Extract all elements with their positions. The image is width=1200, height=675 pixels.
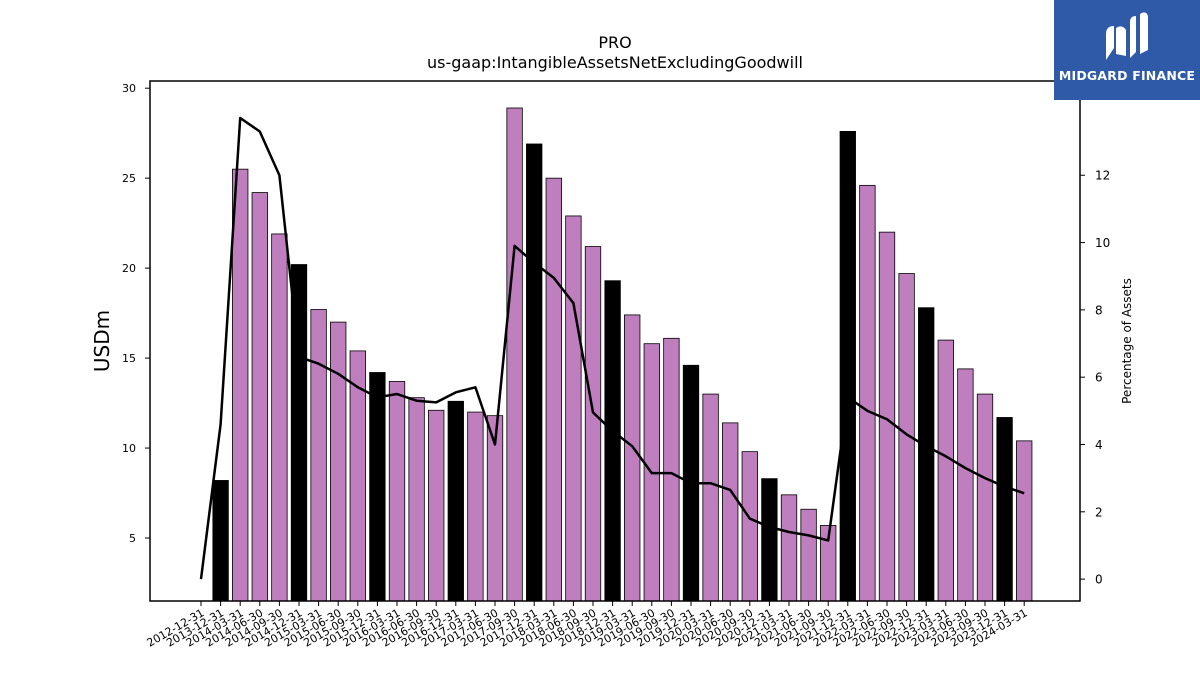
bar: [232, 168, 249, 602]
y2-tick-label: 8: [1095, 303, 1103, 317]
bar: [447, 400, 464, 602]
bar: [408, 397, 425, 602]
y2-tick-label: 12: [1095, 169, 1110, 183]
y-tick-label: 10: [122, 442, 136, 455]
y-tick-label: 15: [122, 352, 136, 365]
bar: [526, 143, 543, 602]
y-tick-label: 30: [122, 82, 136, 95]
y2-tick-label: 10: [1095, 236, 1110, 250]
percentage-line: [199, 116, 1025, 580]
bar: [565, 215, 582, 602]
bar: [918, 307, 935, 602]
logo-mark-icon: [1106, 12, 1148, 60]
bar: [702, 393, 719, 602]
bar: [839, 130, 856, 602]
y2-tick-label: 6: [1095, 371, 1103, 385]
bar: [271, 233, 288, 602]
bar: [957, 368, 974, 602]
bar: [330, 321, 347, 602]
bar: [506, 107, 523, 602]
bar: [996, 417, 1013, 602]
bar-group: [212, 107, 1033, 602]
bar: [310, 309, 327, 602]
logo-text: MIDGARD FINANCE: [1058, 68, 1196, 83]
bar: [388, 381, 406, 602]
y2-axis-label: Percentage of Assets: [1120, 278, 1134, 404]
bar: [722, 422, 739, 602]
y-axis-right: 0 2 4 6 8 10 12: [1080, 169, 1110, 587]
y-axis-left: 5 10 15 20 25 30: [122, 82, 150, 545]
bar: [624, 314, 641, 602]
bar: [467, 411, 484, 602]
bar: [741, 451, 758, 602]
line-layer: [199, 116, 1025, 580]
x-axis: 2012-12-312013-12-312014-03-312014-06-30…: [145, 601, 1030, 650]
bar: [859, 184, 876, 602]
bar: [604, 280, 621, 602]
bar: [584, 246, 602, 602]
chart-title: PRO: [598, 33, 631, 52]
y-tick-label: 20: [122, 262, 136, 275]
bar: [545, 177, 562, 602]
bar: [1016, 440, 1033, 602]
midgard-finance-logo: MIDGARD FINANCE: [1054, 0, 1200, 100]
y2-tick-label: 2: [1095, 505, 1103, 519]
bar: [800, 508, 817, 602]
bar: [937, 339, 954, 602]
bar: [780, 494, 798, 602]
bar: [369, 372, 386, 602]
bar: [428, 409, 445, 602]
y-axis-label: USDm: [90, 310, 114, 372]
bar: [663, 337, 680, 602]
bar: [761, 478, 778, 602]
bar: [976, 393, 994, 602]
bar: [251, 192, 268, 602]
y-tick-label: 5: [129, 532, 136, 545]
y2-tick-label: 4: [1095, 438, 1103, 452]
y-tick-label: 25: [122, 172, 136, 185]
y2-tick-label: 0: [1095, 573, 1103, 587]
chart-subtitle: us-gaap:IntangibleAssetsNetExcludingGood…: [427, 53, 803, 72]
bar: [212, 480, 229, 602]
plot-frame: [149, 80, 1081, 602]
